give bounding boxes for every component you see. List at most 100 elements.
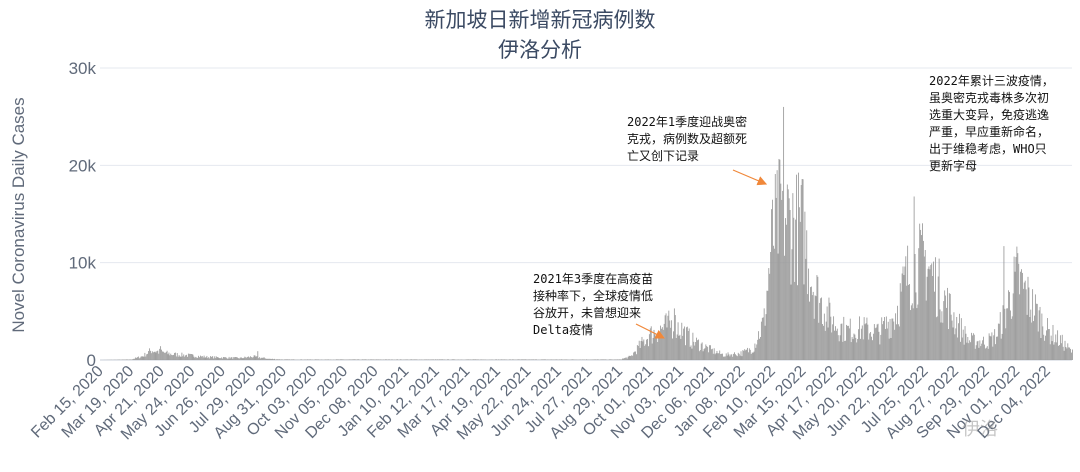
daily-bar <box>284 359 286 360</box>
daily-bar <box>832 324 834 360</box>
daily-bar <box>207 358 209 360</box>
daily-bar <box>727 352 729 360</box>
daily-bar <box>215 356 217 360</box>
daily-bar <box>1056 342 1058 360</box>
daily-bar <box>876 324 878 360</box>
daily-bar <box>352 359 354 360</box>
daily-bar <box>762 317 764 360</box>
daily-bar <box>666 327 668 360</box>
daily-bar <box>872 333 874 360</box>
daily-bar <box>814 295 816 360</box>
daily-bar <box>669 320 671 360</box>
daily-bar <box>598 359 599 360</box>
daily-bar <box>500 359 502 360</box>
daily-bar <box>221 357 223 360</box>
daily-bar <box>926 276 928 360</box>
daily-bar <box>919 223 921 360</box>
daily-bar <box>141 356 143 360</box>
daily-bar <box>806 230 808 360</box>
daily-bar <box>668 310 670 360</box>
daily-bar <box>243 357 245 360</box>
daily-bar <box>828 297 830 360</box>
daily-bar <box>937 276 939 360</box>
daily-bar <box>640 341 642 360</box>
daily-bar <box>700 343 702 360</box>
daily-bar <box>1040 338 1042 360</box>
daily-bar <box>167 354 169 360</box>
daily-bar <box>611 359 613 360</box>
daily-bar <box>498 359 499 360</box>
daily-bar <box>165 352 167 360</box>
daily-bar <box>835 326 836 360</box>
daily-bar <box>914 254 916 360</box>
daily-bar <box>559 359 560 360</box>
daily-bar <box>613 359 615 360</box>
daily-bar <box>710 349 712 360</box>
daily-bar <box>222 358 224 360</box>
daily-bar <box>387 359 389 360</box>
daily-bar <box>425 359 427 360</box>
daily-bar <box>269 358 271 360</box>
daily-bar <box>781 199 783 360</box>
daily-bar <box>634 351 635 360</box>
daily-bar <box>179 356 181 360</box>
daily-bar <box>980 346 982 360</box>
daily-bar <box>951 320 953 360</box>
daily-bar <box>442 359 444 360</box>
daily-bar <box>162 351 164 360</box>
daily-bar <box>908 284 909 360</box>
daily-bar <box>658 333 660 360</box>
daily-bar <box>772 245 774 360</box>
daily-bar <box>524 359 526 360</box>
daily-bar <box>962 329 964 360</box>
daily-bar <box>441 359 443 360</box>
daily-bar <box>945 295 947 360</box>
daily-bar <box>870 331 872 360</box>
daily-bar <box>932 276 934 360</box>
daily-bar <box>154 351 156 360</box>
daily-bar <box>827 327 829 360</box>
daily-bar <box>137 357 138 360</box>
daily-bar <box>853 333 855 360</box>
daily-bar <box>565 359 567 360</box>
daily-bar <box>336 359 337 360</box>
daily-bar <box>840 323 842 360</box>
daily-bar <box>278 359 280 360</box>
daily-bar <box>860 338 861 360</box>
daily-bar <box>510 359 511 360</box>
daily-bar <box>972 335 973 360</box>
daily-bar <box>406 359 408 360</box>
daily-bar <box>263 357 265 360</box>
daily-bar <box>866 317 868 360</box>
daily-bar <box>869 333 871 360</box>
daily-bar <box>351 359 353 360</box>
daily-bar <box>260 358 261 360</box>
daily-bar <box>650 326 652 360</box>
daily-bar <box>957 337 959 360</box>
daily-bar <box>774 174 776 360</box>
daily-bar <box>1072 349 1073 360</box>
daily-bar <box>157 350 159 360</box>
daily-bar <box>859 316 860 360</box>
daily-bar <box>451 359 453 360</box>
daily-bar <box>1052 324 1054 360</box>
daily-bar <box>602 359 604 360</box>
daily-bar <box>673 331 674 360</box>
daily-bar <box>901 273 903 360</box>
daily-bar <box>361 359 363 360</box>
daily-bar <box>1031 322 1033 360</box>
daily-bar <box>1021 269 1022 360</box>
daily-bar <box>680 338 682 360</box>
daily-bar <box>373 359 374 360</box>
daily-bar <box>177 356 179 360</box>
daily-bar <box>833 316 835 360</box>
daily-bar <box>794 281 796 360</box>
daily-bar <box>730 354 732 360</box>
daily-bar <box>628 355 630 360</box>
daily-bar <box>1010 318 1012 360</box>
daily-bar <box>676 334 678 360</box>
daily-bar <box>151 351 153 360</box>
daily-bar <box>343 359 345 360</box>
daily-bar <box>655 336 657 360</box>
daily-bar <box>220 358 222 360</box>
